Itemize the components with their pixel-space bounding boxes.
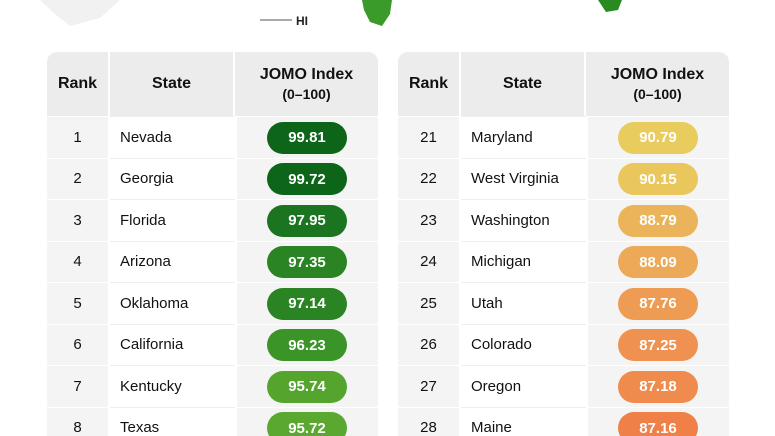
state-cell: Kentucky — [110, 365, 235, 407]
index-pill: 87.18 — [618, 370, 698, 403]
rank-cell: 8 — [47, 406, 110, 436]
header-index: JOMO Index (0–100) — [586, 52, 729, 116]
header-index-range: (0–100) — [633, 86, 682, 102]
index-pill: 97.95 — [267, 204, 347, 237]
index-pill: 99.81 — [267, 121, 347, 154]
rank-cell: 6 — [47, 323, 110, 365]
index-pill: 95.72 — [267, 412, 347, 436]
map-fragment: HI — [40, 0, 622, 28]
rank-cell: 3 — [47, 199, 110, 241]
ranking-table: Rank State JOMO Index (0–100) 1 Nevada 99.81 2 G… — [47, 52, 378, 436]
index-cell: 99.72 — [235, 157, 378, 199]
map-label: HI — [296, 14, 308, 28]
index-pill: 99.72 — [267, 163, 347, 196]
state-cell: Nevada — [110, 116, 235, 158]
header-rank: Rank — [398, 52, 461, 116]
header-state: State — [110, 52, 235, 116]
index-pill: 87.25 — [618, 329, 698, 362]
rank-cell: 4 — [47, 240, 110, 282]
index-cell: 96.23 — [235, 323, 378, 365]
index-cell: 88.79 — [586, 199, 729, 241]
state-cell: Texas — [110, 406, 235, 436]
rank-cell: 26 — [398, 323, 461, 365]
index-pill: 90.79 — [618, 121, 698, 154]
map-land — [40, 0, 120, 26]
rank-cell: 22 — [398, 157, 461, 199]
state-cell: Utah — [461, 282, 586, 324]
header-index-title: JOMO Index — [610, 66, 705, 83]
index-cell: 87.18 — [586, 365, 729, 407]
header-index-range: (0–100) — [282, 86, 331, 102]
index-cell: 90.15 — [586, 157, 729, 199]
header-rank: Rank — [47, 52, 110, 116]
index-pill: 87.16 — [618, 412, 698, 436]
state-cell: Oregon — [461, 365, 586, 407]
rank-cell: 24 — [398, 240, 461, 282]
state-cell: California — [110, 323, 235, 366]
rank-cell: 7 — [47, 365, 110, 407]
index-pill: 97.14 — [267, 287, 347, 320]
index-pill: 88.79 — [618, 204, 698, 237]
index-cell: 87.25 — [586, 323, 729, 365]
state-cell: Washington — [461, 199, 586, 241]
rank-cell: 23 — [398, 199, 461, 241]
index-cell: 97.95 — [235, 199, 378, 241]
index-cell: 97.14 — [235, 282, 378, 324]
index-cell: 97.35 — [235, 240, 378, 282]
state-cell: Maine — [461, 406, 586, 436]
index-cell: 95.72 — [235, 406, 378, 436]
index-cell: 87.16 — [586, 406, 729, 436]
index-pill: 96.23 — [267, 329, 347, 362]
state-cell: Arizona — [110, 240, 235, 283]
header-index-title: JOMO Index — [259, 66, 354, 83]
index-pill: 97.35 — [267, 246, 347, 279]
index-cell: 95.74 — [235, 365, 378, 407]
rank-cell: 25 — [398, 282, 461, 324]
state-cell: Georgia — [110, 157, 235, 200]
map-state — [362, 0, 392, 26]
index-cell: 88.09 — [586, 240, 729, 282]
rank-cell: 2 — [47, 157, 110, 199]
rank-cell: 27 — [398, 365, 461, 407]
index-pill: 88.09 — [618, 246, 698, 279]
rank-cell: 21 — [398, 116, 461, 158]
index-cell: 87.76 — [586, 282, 729, 324]
rank-cell: 28 — [398, 406, 461, 436]
ranking-table: Rank State JOMO Index (0–100) 21 Maryland 90.7… — [398, 52, 729, 436]
state-cell: Michigan — [461, 240, 586, 283]
state-cell: Maryland — [461, 116, 586, 158]
header-state: State — [461, 52, 586, 116]
state-cell: Colorado — [461, 323, 586, 366]
state-cell: Florida — [110, 199, 235, 241]
rank-cell: 1 — [47, 116, 110, 158]
index-cell: 90.79 — [586, 116, 729, 158]
rank-cell: 5 — [47, 282, 110, 324]
state-cell: Oklahoma — [110, 282, 235, 324]
index-pill: 87.76 — [618, 287, 698, 320]
index-pill: 95.74 — [267, 370, 347, 403]
state-cell: West Virginia — [461, 157, 586, 200]
header-index: JOMO Index (0–100) — [235, 52, 378, 116]
map-state — [598, 0, 622, 12]
index-cell: 99.81 — [235, 116, 378, 158]
index-pill: 90.15 — [618, 163, 698, 196]
